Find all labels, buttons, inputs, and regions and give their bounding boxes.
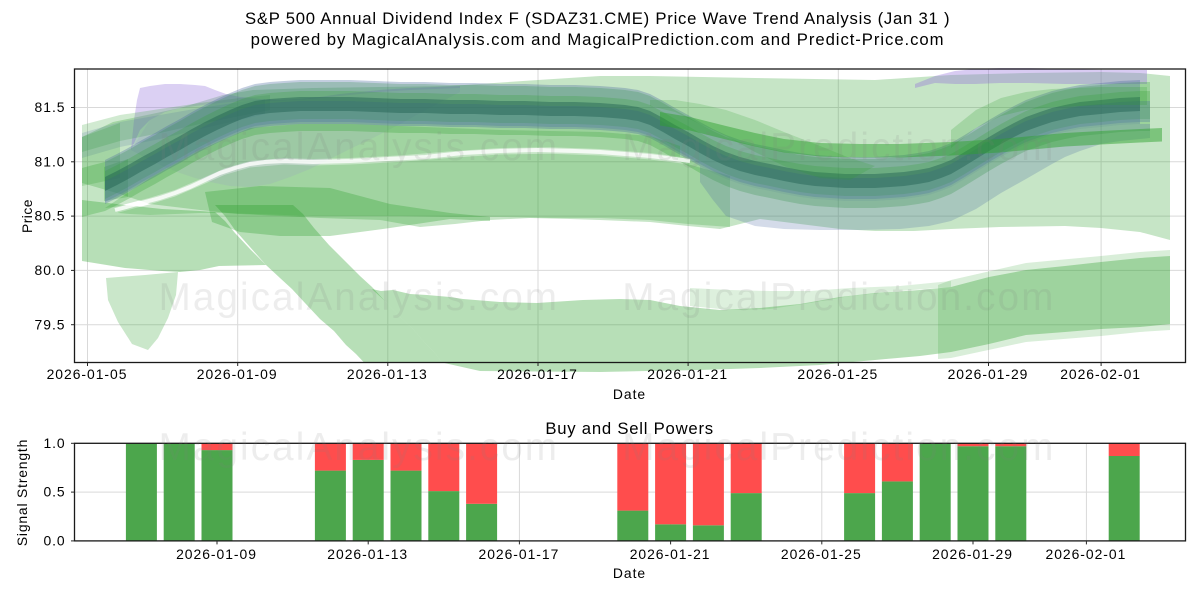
svg-text:2026-01-21: 2026-01-21	[647, 366, 728, 382]
svg-text:2026-01-13: 2026-01-13	[327, 546, 408, 562]
svg-text:0.0: 0.0	[43, 533, 65, 549]
svg-text:2026-01-21: 2026-01-21	[630, 546, 711, 562]
svg-text:2026-01-29: 2026-01-29	[948, 366, 1029, 382]
svg-text:2026-01-05: 2026-01-05	[47, 366, 128, 382]
svg-text:80.0: 80.0	[35, 262, 66, 278]
svg-text:S&P 500 Annual Dividend Index: S&P 500 Annual Dividend Index F (SDAZ31.…	[245, 9, 950, 28]
svg-text:2026-01-25: 2026-01-25	[781, 546, 862, 562]
svg-text:2026-01-09: 2026-01-09	[197, 366, 278, 382]
svg-text:Price: Price	[19, 199, 35, 233]
svg-text:79.5: 79.5	[35, 316, 66, 332]
svg-text:2026-02-01: 2026-02-01	[1060, 366, 1141, 382]
svg-text:MagicalPrediction.com: MagicalPrediction.com	[622, 426, 1055, 469]
svg-text:80.5: 80.5	[35, 208, 66, 224]
svg-text:2026-01-09: 2026-01-09	[176, 546, 257, 562]
svg-text:MagicalAnalysis.com: MagicalAnalysis.com	[159, 426, 560, 469]
svg-text:powered by MagicalAnalysis.com: powered by MagicalAnalysis.com and Magic…	[251, 30, 945, 49]
svg-text:MagicalAnalysis.com: MagicalAnalysis.com	[159, 276, 560, 319]
svg-text:MagicalAnalysis.com: MagicalAnalysis.com	[159, 126, 560, 169]
svg-text:2026-01-17: 2026-01-17	[479, 546, 560, 562]
svg-text:Date: Date	[613, 565, 646, 581]
svg-text:2026-01-13: 2026-01-13	[347, 366, 428, 382]
svg-text:2026-01-17: 2026-01-17	[497, 366, 578, 382]
svg-text:81.0: 81.0	[35, 153, 66, 169]
svg-text:1.0: 1.0	[43, 435, 65, 451]
svg-text:MagicalPrediction.com: MagicalPrediction.com	[622, 126, 1055, 169]
svg-text:2026-01-29: 2026-01-29	[932, 546, 1013, 562]
svg-text:MagicalPrediction.com: MagicalPrediction.com	[622, 276, 1055, 319]
svg-text:2026-01-25: 2026-01-25	[797, 366, 878, 382]
svg-text:Buy and Sell Powers: Buy and Sell Powers	[545, 419, 714, 438]
svg-text:Date: Date	[613, 386, 646, 402]
svg-text:2026-02-01: 2026-02-01	[1046, 546, 1127, 562]
svg-text:81.5: 81.5	[35, 99, 66, 115]
svg-text:Signal Strength: Signal Strength	[14, 439, 30, 546]
svg-text:0.5: 0.5	[43, 484, 65, 500]
